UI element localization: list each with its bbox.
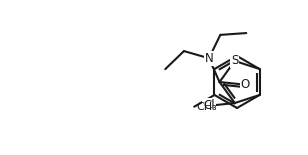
Text: S: S <box>231 54 238 67</box>
Text: O: O <box>241 78 250 91</box>
Text: N: N <box>205 52 213 65</box>
Text: Cl: Cl <box>203 99 215 112</box>
Text: CH₃: CH₃ <box>196 102 217 112</box>
